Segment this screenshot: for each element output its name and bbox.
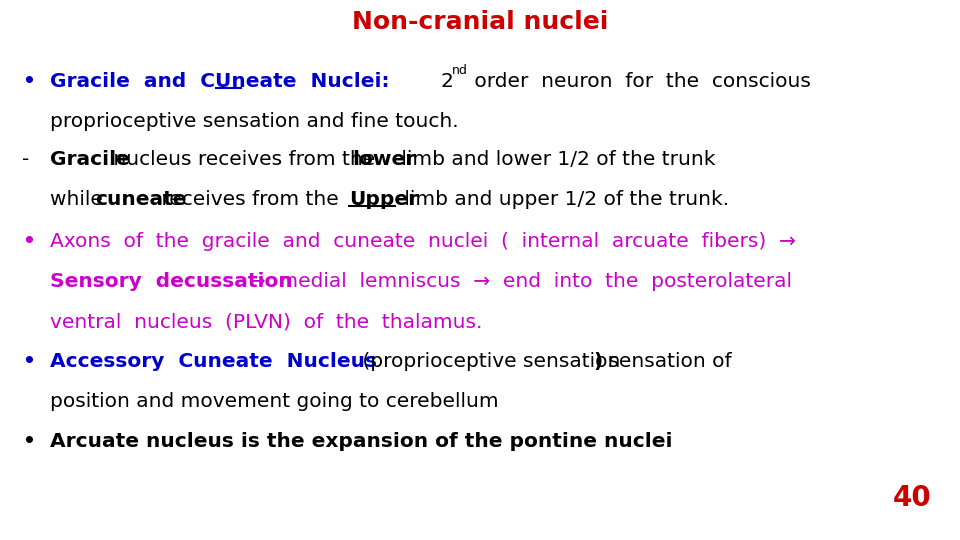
Text: position and movement going to cerebellum: position and movement going to cerebellu… bbox=[50, 392, 498, 411]
Text: receives from the: receives from the bbox=[155, 190, 346, 209]
Text: 2: 2 bbox=[440, 72, 453, 91]
Text: proprioceptive sensation and fine touch.: proprioceptive sensation and fine touch. bbox=[50, 112, 459, 131]
Text: •: • bbox=[22, 432, 35, 451]
Text: limb and upper 1/2 of the trunk.: limb and upper 1/2 of the trunk. bbox=[398, 190, 730, 209]
Text: •: • bbox=[22, 232, 35, 251]
Text: limb and lower 1/2 of the trunk: limb and lower 1/2 of the trunk bbox=[395, 150, 715, 169]
Text: cuneate: cuneate bbox=[95, 190, 186, 209]
Text: nucleus receives from the: nucleus receives from the bbox=[107, 150, 382, 169]
Text: →  medial  lemniscus  →  end  into  the  posterolateral: → medial lemniscus → end into the poster… bbox=[236, 272, 792, 291]
Text: Gracile  and  CUneate  Nuclei:: Gracile and CUneate Nuclei: bbox=[50, 72, 390, 91]
Text: Sensory  decussation: Sensory decussation bbox=[50, 272, 293, 291]
Text: 40: 40 bbox=[893, 484, 932, 512]
Text: sensation of: sensation of bbox=[602, 352, 732, 371]
Text: •: • bbox=[22, 72, 35, 91]
Text: lower: lower bbox=[352, 150, 416, 169]
Text: Axons  of  the  gracile  and  cuneate  nuclei  (  internal  arcuate  fibers)  →: Axons of the gracile and cuneate nuclei … bbox=[50, 232, 796, 251]
Text: •: • bbox=[22, 352, 35, 371]
Text: Non-cranial nuclei: Non-cranial nuclei bbox=[351, 10, 609, 34]
Text: ): ) bbox=[593, 352, 602, 371]
Text: order  neuron  for  the  conscious: order neuron for the conscious bbox=[468, 72, 811, 91]
Text: Upper: Upper bbox=[349, 190, 419, 209]
Text: while: while bbox=[50, 190, 109, 209]
Text: Accessory  Cuneate  Nucleus: Accessory Cuneate Nucleus bbox=[50, 352, 377, 371]
Text: ventral  nucleus  (PLVN)  of  the  thalamus.: ventral nucleus (PLVN) of the thalamus. bbox=[50, 312, 482, 331]
Text: nd: nd bbox=[452, 64, 468, 77]
Text: Arcuate nucleus is the expansion of the pontine nuclei: Arcuate nucleus is the expansion of the … bbox=[50, 432, 673, 451]
Text: (proprioceptive sensation: (proprioceptive sensation bbox=[356, 352, 620, 371]
Text: -: - bbox=[22, 150, 29, 169]
Text: Gracile: Gracile bbox=[50, 150, 130, 169]
